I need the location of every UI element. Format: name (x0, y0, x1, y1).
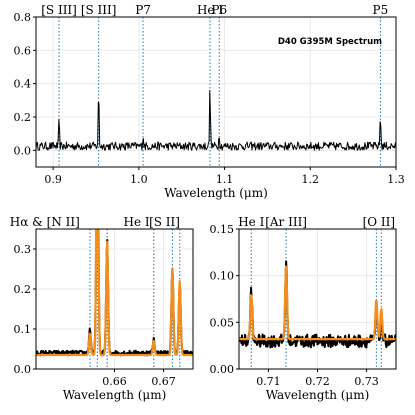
y-tick-label: 0.05 (210, 316, 235, 329)
y-tick-label: 0.2 (14, 111, 32, 124)
line-label: P5 (373, 3, 389, 17)
y-tick-label: 0.00 (210, 363, 235, 376)
x-tick-label: 0.73 (354, 375, 379, 388)
fit-series-line (36, 229, 193, 357)
y-tick-label: 0.15 (210, 223, 235, 236)
line-label: Hα & [N II] (10, 215, 80, 229)
x-tick-label: 1.1 (216, 173, 234, 186)
x-tick-label: 0.72 (305, 375, 330, 388)
panel-top: 0.9 1.0 1.1 1.2 1.3 0.0 0.2 0.4 0.6 0.8 Wavelength… (14, 3, 405, 200)
x-tick-label: 1.3 (387, 173, 405, 186)
line-label: He I (197, 3, 223, 17)
x-tick-label: 0.66 (102, 375, 127, 388)
line-label: He I (124, 215, 150, 229)
y-tick-label: 0.2 (14, 283, 32, 296)
line-label: He I (238, 215, 264, 229)
x-tick-label: 1.0 (130, 173, 148, 186)
y-tick-label: 0.0 (14, 144, 32, 157)
y-tick-label: 0.4 (14, 78, 32, 91)
line-label: [Ar III] (265, 215, 307, 229)
line-label: [S III] (41, 3, 77, 17)
line-label: [O II] (363, 215, 396, 229)
x-axis-label: Wavelength (μm) (266, 388, 370, 402)
y-tick-label: 0.10 (210, 270, 235, 283)
line-label: [S III] (81, 3, 117, 17)
x-axis-label: Wavelength (μm) (63, 388, 167, 402)
line-label: [S II] (149, 215, 180, 229)
line-label: P6 (211, 3, 227, 17)
x-tick-label: 0.67 (151, 375, 176, 388)
axes-frame (35, 16, 397, 168)
x-tick-label: 0.9 (44, 173, 62, 186)
panel-left: 0.66 0.67 0.0 0.1 0.2 0.3 Wavelength (μm) Hα & … (10, 215, 194, 402)
x-tick-label: 1.2 (302, 173, 320, 186)
panel-right: 0.71 0.72 0.73 0.00 0.05 0.10 0.15 Wavelength (… (210, 215, 397, 402)
data-series-line (36, 90, 396, 151)
line-label: P7 (135, 3, 151, 17)
fit-series-line (239, 265, 396, 341)
x-tick-label: 0.71 (256, 375, 281, 388)
y-tick-label: 0.1 (14, 323, 32, 336)
y-tick-label: 0.0 (14, 363, 32, 376)
x-axis-label: Wavelength (μm) (164, 186, 268, 200)
chart-title: D40 G395M Spectrum (278, 37, 382, 47)
y-tick-label: 0.6 (14, 44, 32, 57)
data-series-line (36, 229, 193, 357)
y-tick-label: 0.8 (14, 11, 32, 24)
y-tick-label: 0.3 (14, 243, 32, 256)
